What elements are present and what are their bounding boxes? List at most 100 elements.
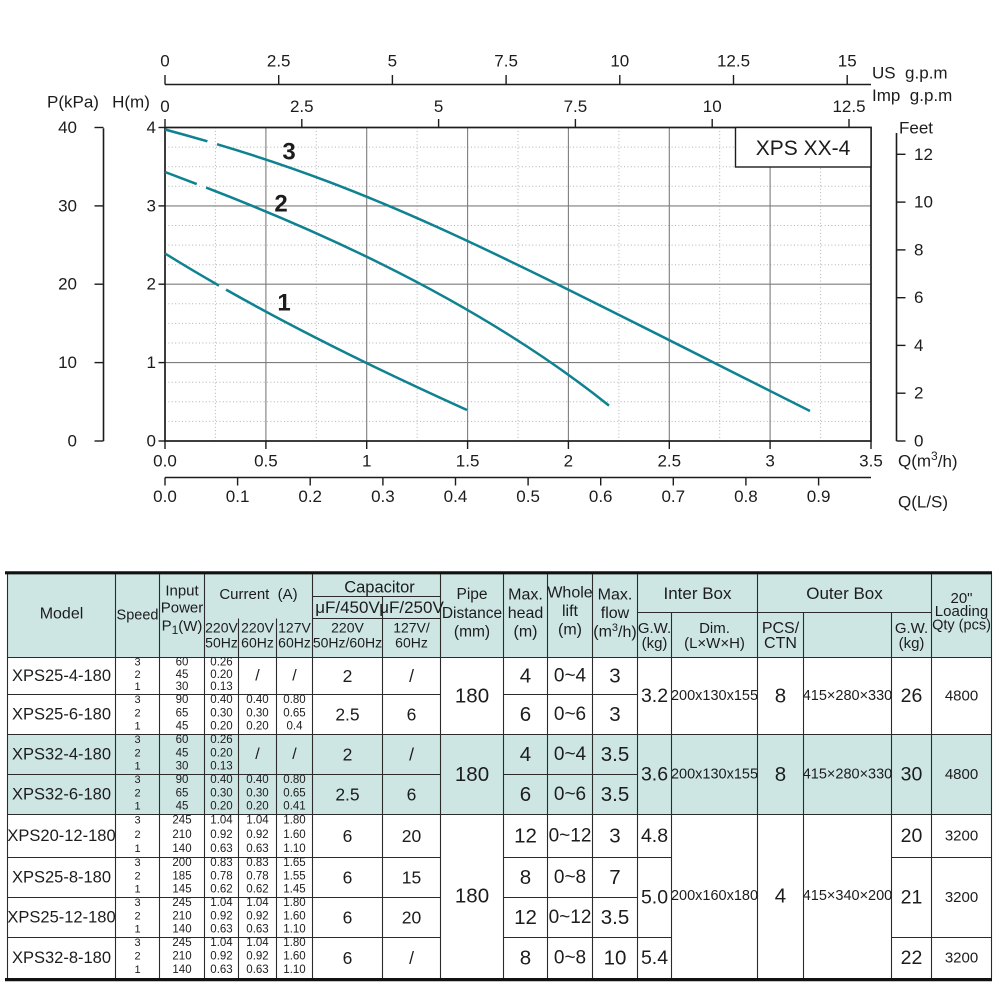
svg-text:0.20: 0.20 [246,801,268,813]
svg-text:0.78: 0.78 [246,870,268,882]
svg-text:180: 180 [455,763,489,786]
svg-text:0.13: 0.13 [210,761,232,773]
svg-text:0: 0 [914,432,923,451]
svg-text:415×280×330: 415×280×330 [803,688,893,704]
svg-text:6: 6 [520,703,531,726]
svg-text:6: 6 [914,288,923,307]
svg-text:0.63: 0.63 [246,924,268,936]
svg-text:415×340×200: 415×340×200 [803,888,893,904]
svg-text:6: 6 [343,868,353,888]
svg-text:2: 2 [147,275,156,294]
svg-text:(L×W×H): (L×W×H) [684,635,745,652]
svg-text:12: 12 [514,825,537,848]
svg-text:21: 21 [901,887,923,909]
svg-text:2: 2 [274,191,287,218]
svg-text:3.5: 3.5 [859,452,883,471]
svg-text:60: 60 [176,657,189,669]
svg-text:P(kPa): P(kPa) [47,93,99,112]
svg-text:2: 2 [343,666,353,686]
svg-text:μF/250V: μF/250V [379,598,444,617]
svg-text:1: 1 [134,681,140,693]
svg-text:0.9: 0.9 [807,487,831,506]
svg-text:26: 26 [901,685,923,707]
svg-text:30: 30 [901,764,923,786]
svg-text:1.04: 1.04 [210,897,233,909]
svg-text:10: 10 [604,946,627,969]
svg-text:0.5: 0.5 [516,487,540,506]
svg-text:220V: 220V [241,620,274,636]
svg-text:180: 180 [455,885,489,908]
svg-text:Capacitor: Capacitor [344,579,415,597]
svg-text:Inter Box: Inter Box [663,584,732,603]
svg-text:140: 140 [172,924,191,936]
svg-text:6: 6 [407,705,417,725]
svg-text:0.0: 0.0 [153,487,177,506]
svg-text:0.92: 0.92 [210,829,232,841]
svg-text:2: 2 [134,669,140,681]
svg-text:Current (A): Current (A) [219,586,297,603]
svg-text:lift: lift [562,603,579,620]
svg-text:3: 3 [134,897,140,909]
svg-text:0.63: 0.63 [210,964,232,976]
svg-text:3.6: 3.6 [641,764,668,786]
svg-text:1.65: 1.65 [283,857,305,869]
svg-text:1.80: 1.80 [283,815,305,827]
svg-text:(m3/h): (m3/h) [593,622,636,641]
svg-text:1: 1 [134,761,140,773]
svg-text:flow: flow [601,605,630,622]
svg-text:Input: Input [165,583,199,600]
svg-text:Speed: Speed [117,608,159,624]
svg-text:PCS/: PCS/ [762,620,800,637]
svg-text:Dim.: Dim. [699,620,730,637]
svg-text:12.5: 12.5 [832,97,865,116]
svg-text:3: 3 [134,694,140,706]
svg-text:7.5: 7.5 [494,52,518,71]
svg-text:1.10: 1.10 [283,843,305,855]
svg-text:US g.p.m: US g.p.m [872,64,948,83]
svg-text:0.63: 0.63 [210,843,232,855]
svg-text:Pipe: Pipe [456,586,487,603]
svg-text:1: 1 [147,353,156,372]
svg-text:15: 15 [838,52,857,71]
svg-text:Max.: Max. [508,587,543,604]
svg-text:15: 15 [402,868,421,888]
svg-text:60: 60 [176,734,189,746]
svg-text:/: / [292,668,297,685]
svg-text:0.0: 0.0 [153,452,177,471]
svg-text:2.5: 2.5 [267,52,291,71]
svg-text:0~4: 0~4 [554,744,587,765]
svg-text:7.5: 7.5 [564,97,588,116]
svg-text:200x130x155: 200x130x155 [671,688,758,704]
svg-text:Feet: Feet [899,119,933,138]
svg-text:30: 30 [176,681,189,693]
svg-text:65: 65 [176,707,189,719]
svg-text:0.1: 0.1 [226,487,250,506]
svg-text:μF/450V: μF/450V [315,598,380,617]
svg-text:60Hz: 60Hz [395,635,428,651]
svg-text:0.4: 0.4 [287,721,304,733]
svg-text:0.63: 0.63 [246,843,268,855]
svg-text:6: 6 [343,908,353,928]
svg-text:(kg): (kg) [899,635,925,652]
svg-text:1: 1 [134,924,140,936]
svg-text:XPS25-8-180: XPS25-8-180 [12,869,111,887]
svg-text:45: 45 [176,669,189,681]
svg-text:0.7: 0.7 [661,487,685,506]
svg-text:XPS25-12-180: XPS25-12-180 [7,909,115,927]
svg-text:2: 2 [134,747,140,759]
svg-text:Loading: Loading [935,603,988,620]
svg-text:0.78: 0.78 [210,870,232,882]
svg-text:Qty (pcs): Qty (pcs) [932,618,991,634]
svg-text:0.3: 0.3 [371,487,395,506]
svg-text:0.13: 0.13 [210,681,232,693]
svg-text:0.30: 0.30 [246,787,268,799]
svg-text:0.40: 0.40 [210,774,232,786]
svg-text:1: 1 [277,290,290,317]
svg-text:0: 0 [160,52,169,71]
svg-text:4: 4 [520,665,531,688]
svg-text:0.83: 0.83 [210,857,232,869]
svg-text:3.5: 3.5 [601,783,630,806]
svg-text:200: 200 [172,857,191,869]
svg-text:(m): (m) [558,622,582,639]
svg-text:3: 3 [134,937,140,949]
